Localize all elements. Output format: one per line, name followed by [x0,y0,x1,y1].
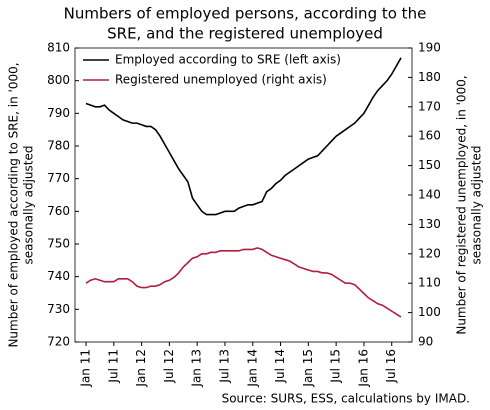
legend-label: Registered unemployed (right axis) [115,73,327,87]
source-note: Source: SURS, ESS, calculations by IMAD. [222,392,470,406]
y-tick-label: 800 [47,73,70,87]
y2-axis-label: seasonally adjusted [470,146,484,265]
x-tick-label: Jan 14 [245,349,259,388]
x-tick-label: Jul 14 [273,349,287,384]
y-axis-label: seasonally adjusted [22,146,36,265]
y2-tick-label: 180 [418,70,441,84]
x-tick-label: Jul 15 [329,349,343,384]
y-tick-label: 790 [47,106,70,120]
x-tick-label: Jan 13 [190,349,204,388]
y2-tick-label: 160 [418,129,441,143]
y2-tick-label: 190 [418,41,441,55]
y-tick-label: 760 [47,204,70,218]
y-tick-label: 720 [47,335,70,349]
chart-title: Numbers of employed persons, according t… [64,5,427,23]
y2-tick-label: 150 [418,158,441,172]
x-tick-label: Jan 11 [79,349,93,388]
y2-tick-label: 90 [418,335,433,349]
y-tick-label: 810 [47,41,70,55]
x-tick-label: Jan 16 [356,349,370,388]
series-line [85,247,402,318]
x-tick-label: Jul 12 [162,349,176,384]
x-tick-label: Jan 12 [134,349,148,388]
y2-tick-label: 120 [418,246,441,260]
y-tick-label: 740 [47,269,70,283]
y-axis-label: Number of employed according to SRE, in … [7,62,21,347]
y-tick-label: 750 [47,237,70,251]
y2-tick-label: 110 [418,276,441,290]
x-tick-label: Jul 13 [217,349,231,384]
x-tick-label: Jul 16 [384,349,398,384]
y2-tick-label: 130 [418,217,441,231]
y-tick-label: 770 [47,171,70,185]
y-tick-label: 780 [47,139,70,153]
plot-frame [74,47,413,343]
legend-label: Employed according to SRE (left axis) [115,53,341,67]
y-tick-label: 730 [47,302,70,316]
y2-tick-label: 170 [418,99,441,113]
y2-tick-label: 140 [418,188,441,202]
x-tick-label: Jan 15 [301,349,315,388]
chart-title: SRE, and the registered unemployed [107,25,383,43]
x-tick-label: Jul 11 [106,349,120,384]
y2-tick-label: 100 [418,305,441,319]
y2-axis-label: Number of registered unemployed, in '000… [455,75,469,334]
series-line [85,57,402,216]
